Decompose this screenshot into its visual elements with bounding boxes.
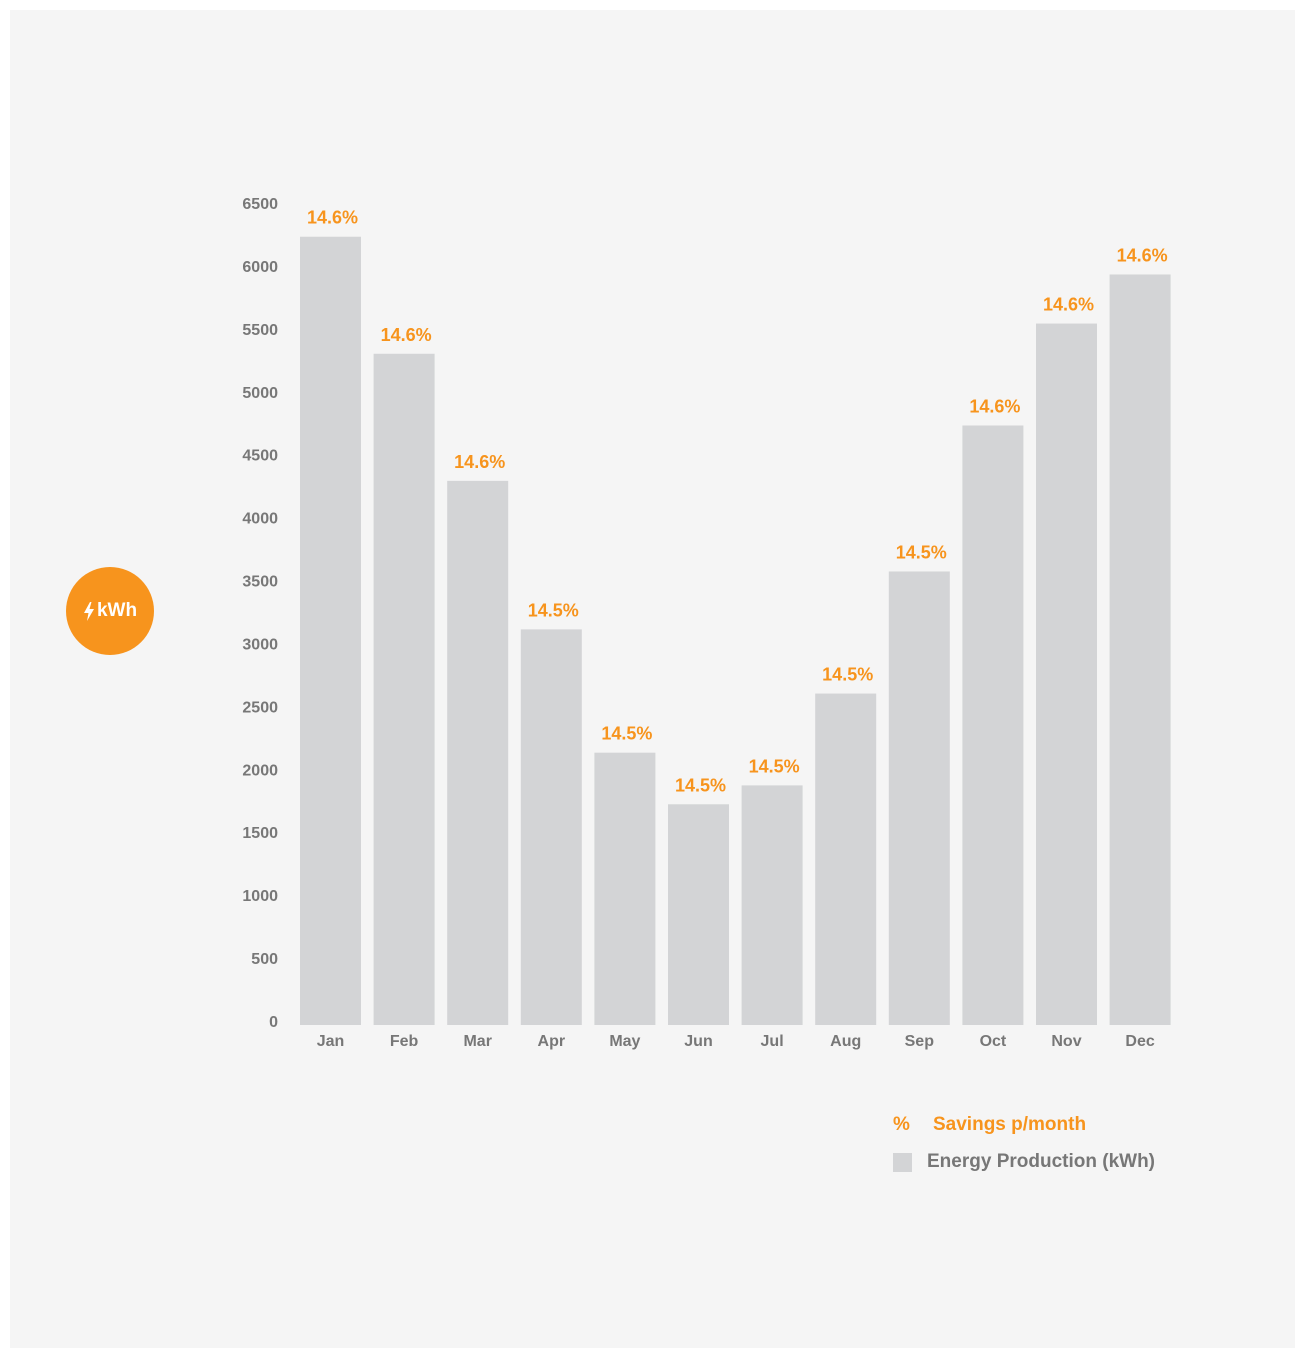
- bar-sep: [888, 571, 950, 1025]
- lightning-bolt-icon: [83, 601, 94, 621]
- bar-jan: [300, 236, 361, 1026]
- bars: 14.6% 14.6% 14.6% 14.5% 14.5% 14.5% 14.5% 14.5%…: [300, 208, 1171, 1026]
- bar-dec: [1109, 274, 1171, 1025]
- y-tick-label: 3500: [242, 574, 278, 591]
- y-tick-label: 1000: [242, 888, 278, 905]
- x-tick-label-sep: Sep: [905, 1033, 935, 1050]
- legend-item-savings: % Savings p/month: [893, 1112, 1155, 1138]
- y-tick-label: 2500: [242, 699, 278, 716]
- data-label-oct: 14.6%: [969, 396, 1020, 416]
- x-tick-label-oct: Oct: [980, 1033, 1007, 1050]
- x-tick-label-apr: Apr: [538, 1033, 566, 1050]
- data-label-apr: 14.5%: [528, 600, 579, 620]
- y-tick-label: 3000: [242, 636, 278, 653]
- x-tick-label-aug: Aug: [830, 1033, 861, 1050]
- y-tick-label: 1500: [242, 825, 278, 842]
- bar-mar: [447, 480, 509, 1025]
- bar-feb: [373, 353, 435, 1025]
- x-tick-label-jan: Jan: [317, 1033, 345, 1050]
- y-tick-label: 5500: [242, 322, 278, 339]
- data-label-nov: 14.6%: [1043, 295, 1094, 315]
- legend-energy-swatch: [893, 1152, 912, 1172]
- x-tick-label-may: May: [609, 1033, 640, 1050]
- x-tick-label-feb: Feb: [390, 1033, 419, 1050]
- unit-badge-label: kWh: [96, 600, 138, 621]
- y-tick-label: 5000: [242, 385, 278, 402]
- data-label-mar: 14.6%: [454, 452, 505, 472]
- data-label-dec: 14.6%: [1117, 245, 1168, 265]
- y-tick-label: 4000: [242, 511, 278, 528]
- data-label-jun: 14.5%: [675, 775, 726, 795]
- y-tick-label: 500: [251, 951, 278, 968]
- y-tick-label: 0: [269, 1014, 278, 1031]
- data-label-feb: 14.6%: [381, 325, 432, 345]
- bar-jul: [741, 785, 803, 1025]
- x-axis: Jan Feb Mar Apr May Jun Jul Aug Sep Oct Nov Dec: [317, 1033, 1155, 1050]
- y-tick-label: 6000: [242, 259, 278, 276]
- bar-jun: [668, 804, 729, 1025]
- x-tick-label-jul: Jul: [761, 1033, 784, 1050]
- data-label-jul: 14.5%: [749, 756, 800, 776]
- y-axis: 0 500 1000 1500 2000 2500 3000 3500 4000 4500 5000…: [242, 196, 278, 1031]
- legend-savings-symbol: %: [893, 1114, 910, 1135]
- legend: % Savings p/month Energy Production (kWh…: [893, 1112, 1155, 1186]
- legend-energy-label: Energy Production (kWh): [927, 1151, 1155, 1172]
- y-tick-label: 4500: [242, 448, 278, 465]
- legend-item-energy: Energy Production (kWh): [893, 1149, 1155, 1175]
- bar-apr: [520, 629, 582, 1025]
- x-tick-label-mar: Mar: [463, 1033, 491, 1050]
- y-tick-label: 6500: [242, 196, 278, 213]
- bar-nov: [1036, 323, 1097, 1025]
- unit-badge: kWh: [66, 567, 154, 655]
- bar-oct: [962, 425, 1024, 1025]
- x-tick-label-nov: Nov: [1051, 1033, 1081, 1050]
- data-label-jan: 14.6%: [307, 208, 358, 228]
- x-tick-label-dec: Dec: [1125, 1033, 1154, 1050]
- data-label-sep: 14.5%: [896, 542, 947, 562]
- data-label-may: 14.5%: [601, 724, 652, 744]
- legend-savings-label: Savings p/month: [933, 1114, 1087, 1135]
- y-tick-label: 2000: [242, 762, 278, 779]
- x-tick-label-jun: Jun: [684, 1033, 712, 1050]
- data-label-aug: 14.5%: [822, 665, 873, 685]
- bar-may: [594, 752, 656, 1025]
- bar-aug: [815, 693, 877, 1025]
